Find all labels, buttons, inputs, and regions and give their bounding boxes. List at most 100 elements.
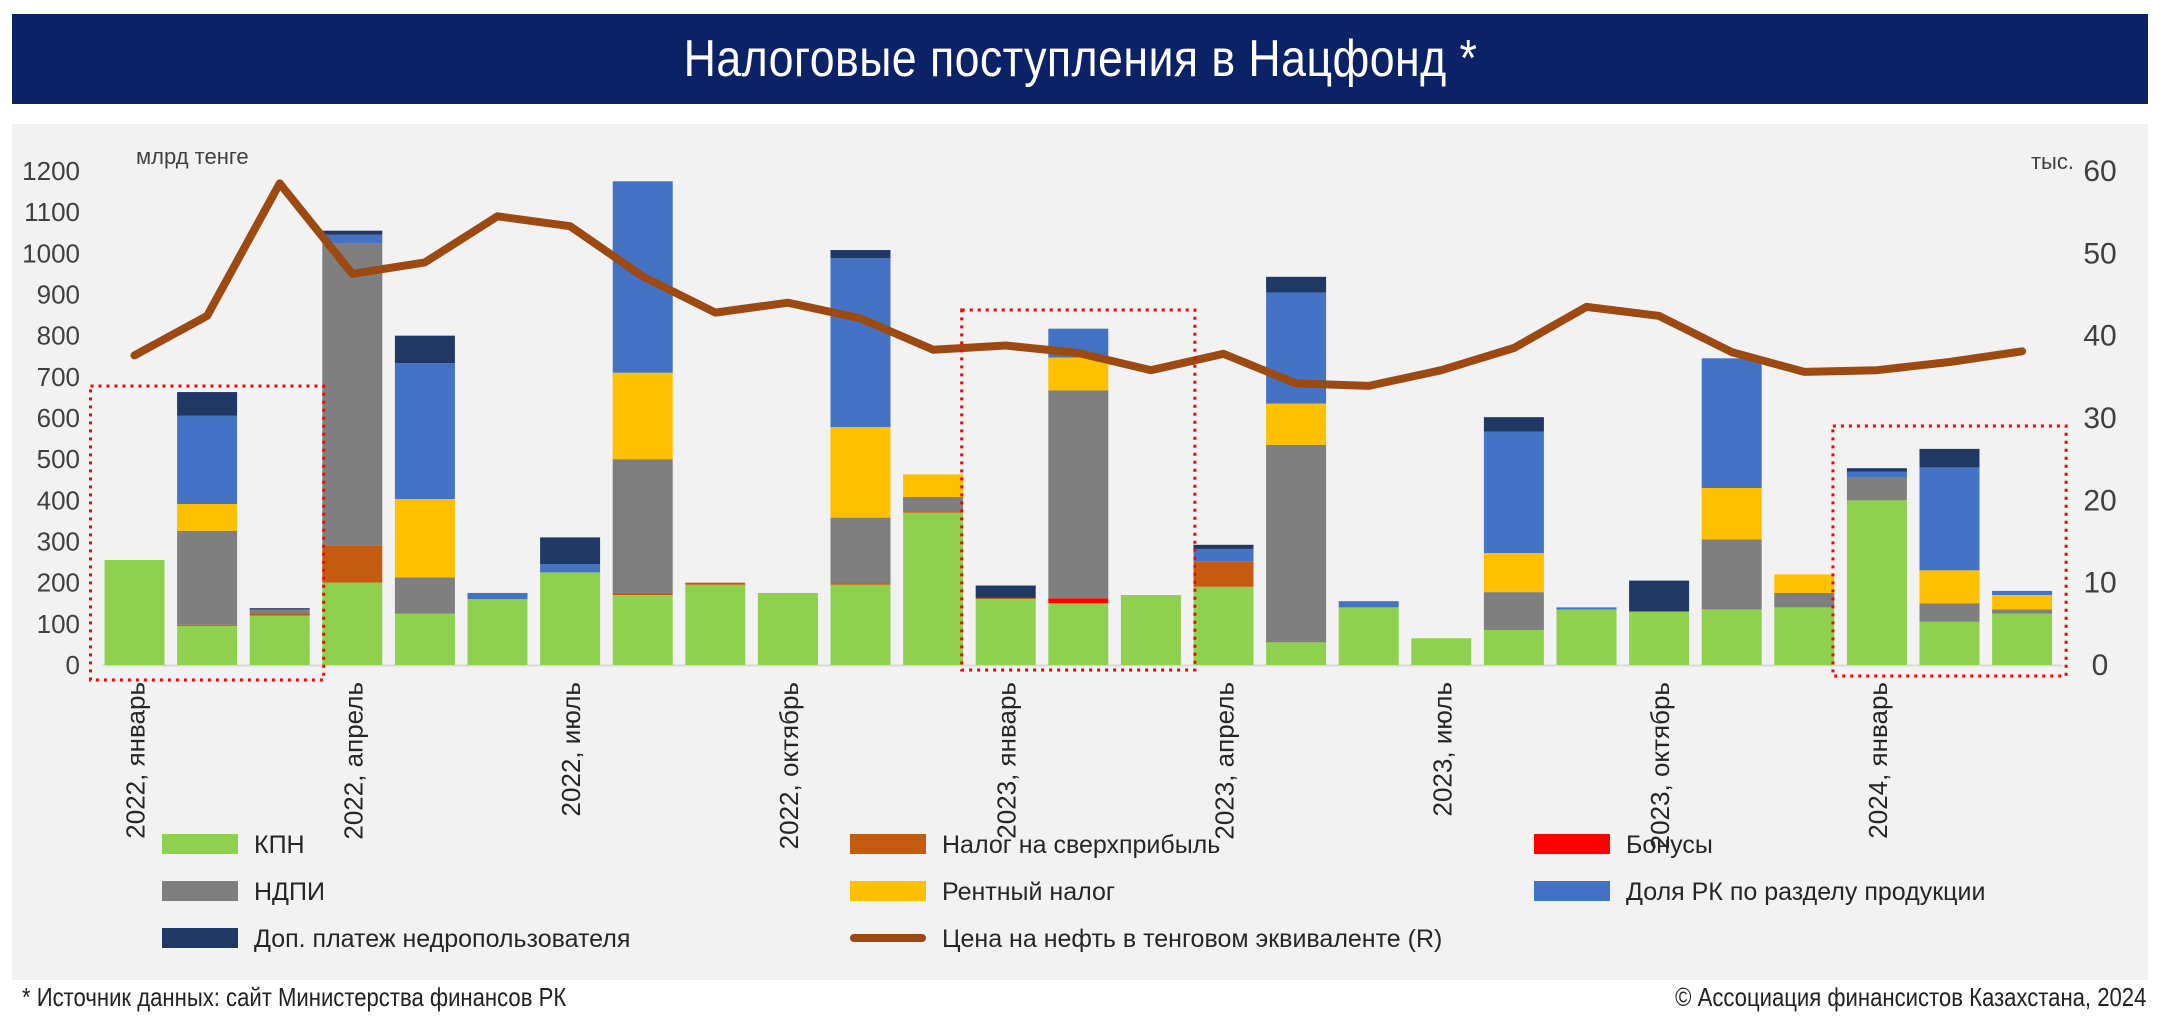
y-tick-label: 400 (37, 485, 80, 515)
bar-segment-kpn (467, 599, 528, 665)
bar-segment-share (1193, 548, 1254, 562)
bar-segment-super (322, 545, 383, 583)
bar-segment-rent (1048, 357, 1109, 391)
bar-segment-share (1919, 467, 1980, 571)
bar-segment-share (1483, 431, 1544, 554)
bar-segment-kpn (394, 613, 455, 665)
bar-segment-kpn (1411, 638, 1472, 665)
bar-segment-share (1846, 471, 1907, 478)
bar-segment-dop (830, 250, 891, 259)
copyright: © Ассоциация финансистов Казахстана, 202… (1674, 982, 2146, 1012)
bar-segment-dop (975, 585, 1036, 598)
bar-segment-kpn (1919, 621, 1980, 665)
x-tick-label: 2022, январь (121, 682, 151, 839)
bar-segment-kpn (322, 582, 383, 665)
y-tick-label: 800 (37, 321, 80, 351)
bar-segment-kpn (1556, 609, 1617, 665)
bar-segment-ndpi (1774, 592, 1835, 608)
bar-segment-ndpi (830, 517, 891, 584)
legend-swatch-kpn (162, 834, 238, 854)
bar-segment-share (1701, 358, 1762, 488)
bar-segment-dop (322, 230, 383, 235)
bar-segment-super (1193, 561, 1254, 587)
bar-segment-dop (1266, 276, 1327, 293)
bar-segment-dop (1483, 417, 1544, 432)
bar-segment-dop (1193, 544, 1254, 549)
bar-segment-rent (903, 474, 964, 498)
bar-segment-rent (177, 504, 238, 531)
legend-swatch-bonus (1534, 834, 1610, 854)
x-tick-label: 2023, январь (992, 682, 1022, 839)
page-title: Налоговые поступления в Нацфонд * (683, 30, 1477, 88)
bar-segment-super (249, 613, 310, 616)
legend-label: НДПИ (254, 878, 325, 906)
oil-price-line (130, 179, 2027, 390)
x-tick-label: 2022, июль (556, 682, 586, 816)
bar-segment-share (177, 415, 238, 505)
bar-segment-bonus (1048, 598, 1109, 604)
x-tick-label: 2022, апрель (338, 682, 368, 840)
x-tick-label: 2023, апрель (1210, 682, 1240, 840)
bar-segment-kpn (830, 584, 891, 665)
legend-swatch-super (850, 834, 926, 854)
legend-label: Доп. платеж недропользователя (254, 925, 630, 953)
legend-label: Налог на сверхприбыль (942, 831, 1220, 859)
tax-revenue-chart: млрд тенге010020030040050060070080090010… (22, 144, 2117, 953)
bar-segment-kpn (612, 595, 673, 665)
bar-segment-dop (249, 608, 310, 610)
bar-segment-rent (1774, 574, 1835, 593)
legend-label: Цена на нефть в тенговом эквиваленте (R) (942, 925, 1442, 953)
y-tick-label: 900 (37, 280, 80, 310)
highlight-box (1831, 424, 2068, 678)
bar-segment-rent (1266, 403, 1327, 445)
bar-segment-kpn (975, 599, 1036, 665)
bar-segment-ndpi (612, 459, 673, 593)
y-tick-label: 1200 (22, 156, 80, 186)
bar-segment-kpn (1701, 609, 1762, 665)
bar-segment-dop (1846, 468, 1907, 472)
bar-segment-kpn (1338, 607, 1399, 665)
bar-segment-rent (1919, 570, 1980, 604)
bar-segment-kpn (540, 572, 601, 665)
legend-swatch-dop (162, 928, 238, 948)
bar-segment-share (830, 258, 891, 428)
legend-label: Рентный налог (942, 878, 1115, 906)
bar-segment-share (1992, 590, 2053, 596)
bar-segment-ndpi (1483, 592, 1544, 630)
y2-tick-label: 60 (2083, 155, 2116, 188)
bar-segment-kpn (104, 560, 165, 665)
bar-segment-super (685, 582, 746, 585)
bar-segment-share (540, 564, 601, 573)
bar-segment-share (1556, 607, 1617, 610)
y-tick-label: 1100 (24, 197, 80, 227)
bar-segment-kpn (1846, 500, 1907, 665)
bar-segment-dop (177, 392, 238, 416)
right-axis-label: тыс. (2031, 149, 2074, 174)
bar-segment-ndpi (1919, 603, 1980, 622)
y-tick-label: 100 (37, 609, 80, 639)
y2-tick-label: 20 (2083, 484, 2116, 517)
title-bar: Налоговые поступления в Нацфонд * (12, 14, 2148, 104)
bar-segment-rent (830, 427, 891, 518)
bar-segment-ndpi (394, 577, 455, 614)
bar-segment-kpn (757, 592, 818, 665)
bar-segment-ndpi (177, 530, 238, 625)
bar-segment-kpn (1992, 613, 2053, 665)
y2-tick-label: 10 (2083, 567, 2116, 600)
y-tick-label: 200 (37, 568, 80, 598)
bar-segment-rent (1992, 595, 2053, 610)
bar-segment-share (322, 234, 383, 244)
left-axis-label: млрд тенге (136, 144, 249, 169)
x-tick-label: 2023, июль (1427, 682, 1457, 816)
legend-swatch-rent (850, 881, 926, 901)
bar-segment-super (177, 624, 238, 626)
y-tick-label: 300 (37, 527, 80, 557)
bar-segment-kpn (1193, 586, 1254, 665)
bar-segment-ndpi (1846, 477, 1907, 501)
x-tick-label: 2024, январь (1863, 682, 1893, 839)
bar-segment-super (903, 511, 964, 513)
bar-segment-kpn (685, 584, 746, 665)
bar-segment-kpn (1120, 595, 1181, 665)
legend-label: Доля РК по разделу продукции (1626, 878, 1985, 906)
bar-segment-kpn (1266, 642, 1327, 665)
